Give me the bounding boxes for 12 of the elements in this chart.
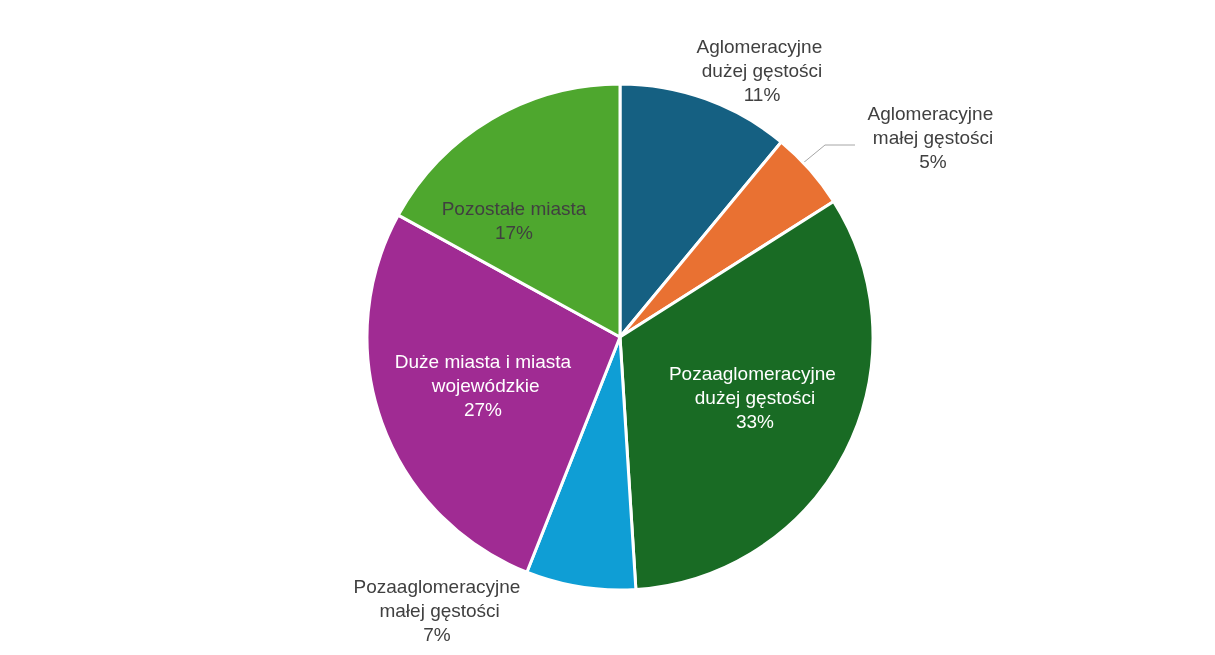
data-label: 33%	[735, 410, 775, 432]
data-label: 7%	[423, 623, 451, 645]
data-label: 5%	[919, 150, 947, 172]
slice-label: Pozaaglomeracyjne dużej gęstości	[668, 362, 842, 408]
data-label: 27%	[463, 398, 503, 420]
data-label: 17%	[494, 221, 534, 243]
slice-label: Aglomeracyjne małej gęstości	[867, 102, 999, 148]
slice-label: Pozostałe miasta	[441, 197, 587, 219]
slice-label: Duże miasta i miasta wojewódzkie	[394, 350, 572, 396]
data-label: 11%	[743, 83, 781, 105]
slice-label: Aglomeracyjne dużej gęstości	[696, 35, 828, 81]
slice-label: Pozaaglomeracyjne małej gęstości	[353, 575, 521, 621]
